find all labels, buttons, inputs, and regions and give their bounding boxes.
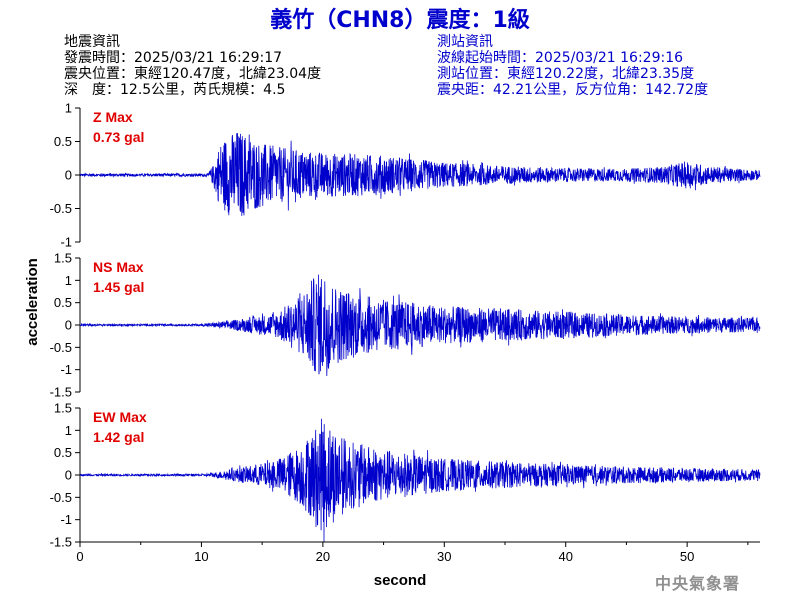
station-location: 測站位置：東經120.22度，北緯23.35度 bbox=[437, 66, 695, 82]
y-tick-label: 0.5 bbox=[54, 445, 72, 460]
y-tick-label: -1 bbox=[60, 235, 72, 250]
max-value-ew: 1.42 gal bbox=[93, 429, 144, 445]
y-tick-label: 0 bbox=[65, 318, 72, 333]
y-tick-label: 1.5 bbox=[54, 401, 72, 416]
x-tick-label: 0 bbox=[76, 549, 83, 564]
event-info: 地震資訊 發震時間：2025/03/21 16:29:17 震央位置：東經120… bbox=[64, 34, 321, 98]
y-tick-label: 1 bbox=[65, 423, 72, 438]
y-tick-label: -0.5 bbox=[50, 340, 72, 355]
chart-title: 義竹（CHN8）震度：1級 bbox=[270, 8, 530, 33]
x-tick-label: 30 bbox=[437, 549, 451, 564]
y-tick-label: -1 bbox=[60, 512, 72, 527]
waveform-trace-ns bbox=[79, 274, 761, 377]
max-label-ns: NS Max bbox=[93, 259, 144, 275]
event-time: 發震時間：2025/03/21 16:29:17 bbox=[64, 50, 283, 66]
x-tick-label: 50 bbox=[680, 549, 694, 564]
x-tick-label: 40 bbox=[558, 549, 572, 564]
max-value-ns: 1.45 gal bbox=[93, 279, 144, 295]
y-tick-label: 0 bbox=[65, 168, 72, 183]
y-tick-label: 0 bbox=[65, 468, 72, 483]
y-tick-label: 1 bbox=[65, 101, 72, 116]
max-value-z: 0.73 gal bbox=[93, 129, 144, 145]
y-axis-title: acceleration bbox=[24, 258, 41, 346]
y-tick-label: 1 bbox=[65, 273, 72, 288]
y-tick-label: 1.5 bbox=[54, 251, 72, 266]
y-tick-label: -1.5 bbox=[50, 385, 72, 400]
depth-magnitude: 深 度：12.5公里，芮氏規模：4.5 bbox=[64, 82, 286, 98]
station-info-heading: 測站資訊 bbox=[437, 34, 493, 50]
x-axis-title: second bbox=[374, 572, 427, 589]
y-tick-label: -1 bbox=[60, 362, 72, 377]
waveform-trace-ew bbox=[79, 418, 761, 543]
epicenter-location: 震央位置：東經120.47度，北緯23.04度 bbox=[64, 66, 322, 82]
max-label-ew: EW Max bbox=[93, 409, 147, 425]
station-info: 測站資訊 波線起始時間：2025/03/21 16:29:16 測站位置：東經1… bbox=[437, 34, 708, 98]
x-tick-label: 10 bbox=[194, 549, 208, 564]
agency-watermark: 中央氣象署 bbox=[655, 574, 741, 593]
event-info-heading: 地震資訊 bbox=[64, 34, 120, 50]
y-tick-label: -0.5 bbox=[50, 490, 72, 505]
wave-onset-time: 波線起始時間：2025/03/21 16:29:16 bbox=[437, 50, 684, 66]
y-tick-label: -1.5 bbox=[50, 535, 72, 550]
waveform-trace-z bbox=[80, 133, 761, 216]
max-label-z: Z Max bbox=[93, 109, 133, 125]
y-tick-label: 0.5 bbox=[54, 134, 72, 149]
y-tick-label: -0.5 bbox=[50, 201, 72, 216]
epicentral-distance: 震央距：42.21公里，反方位角：142.72度 bbox=[437, 82, 709, 98]
x-tick-label: 20 bbox=[316, 549, 330, 564]
y-tick-label: 0.5 bbox=[54, 295, 72, 310]
